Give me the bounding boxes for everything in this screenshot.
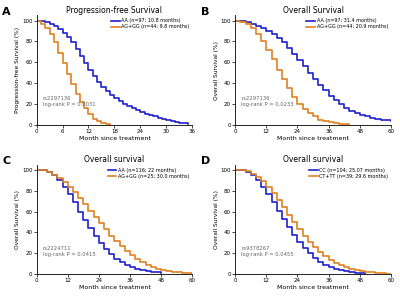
Text: rs2297136
log-rank P = 0.0031: rs2297136 log-rank P = 0.0031	[43, 96, 96, 107]
Legend: AA (n=97; 31.4 months), AG+GG (n=44; 20.9 months): AA (n=97; 31.4 months), AG+GG (n=44; 20.…	[306, 18, 388, 30]
Legend: AA (n=97; 10.8 months), AG+GG (n=44; 9.8 months): AA (n=97; 10.8 months), AG+GG (n=44; 9.8…	[110, 18, 190, 30]
Text: A: A	[2, 7, 11, 17]
X-axis label: Month since treatment: Month since treatment	[78, 136, 150, 141]
Text: rs2297136
log-rank P = 0.0233: rs2297136 log-rank P = 0.0233	[241, 96, 294, 107]
Text: B: B	[201, 7, 209, 17]
Title: Overall survival: Overall survival	[283, 155, 343, 164]
Y-axis label: Overall Survival (%): Overall Survival (%)	[214, 41, 219, 99]
Y-axis label: Progression-free Survival (%): Progression-free Survival (%)	[16, 27, 20, 113]
X-axis label: Month since treatment: Month since treatment	[78, 285, 150, 290]
Legend: AA (n=116; 22 months), AG+GG (n=25; 30.0 months): AA (n=116; 22 months), AG+GG (n=25; 30.0…	[107, 167, 190, 179]
X-axis label: Month since treatment: Month since treatment	[277, 136, 349, 141]
Title: Overall Survival: Overall Survival	[282, 6, 344, 15]
Title: Overall survival: Overall survival	[84, 155, 144, 164]
Text: C: C	[2, 156, 10, 166]
Legend: CC (n=104; 25.07 months), CT+TT (n=39; 29.6 months): CC (n=104; 25.07 months), CT+TT (n=39; 2…	[308, 167, 388, 179]
Y-axis label: Overall Survival (%): Overall Survival (%)	[214, 190, 219, 249]
Text: D: D	[201, 156, 210, 166]
X-axis label: Month since treatment: Month since treatment	[277, 285, 349, 290]
Text: rs9378267
log-rank P = 0.0455: rs9378267 log-rank P = 0.0455	[241, 246, 294, 257]
Title: Progression-free Survival: Progression-free Survival	[66, 6, 162, 15]
Y-axis label: Overall Survival (%): Overall Survival (%)	[16, 190, 20, 249]
Text: rs2224711
log-rank P = 0.0415: rs2224711 log-rank P = 0.0415	[43, 246, 96, 257]
